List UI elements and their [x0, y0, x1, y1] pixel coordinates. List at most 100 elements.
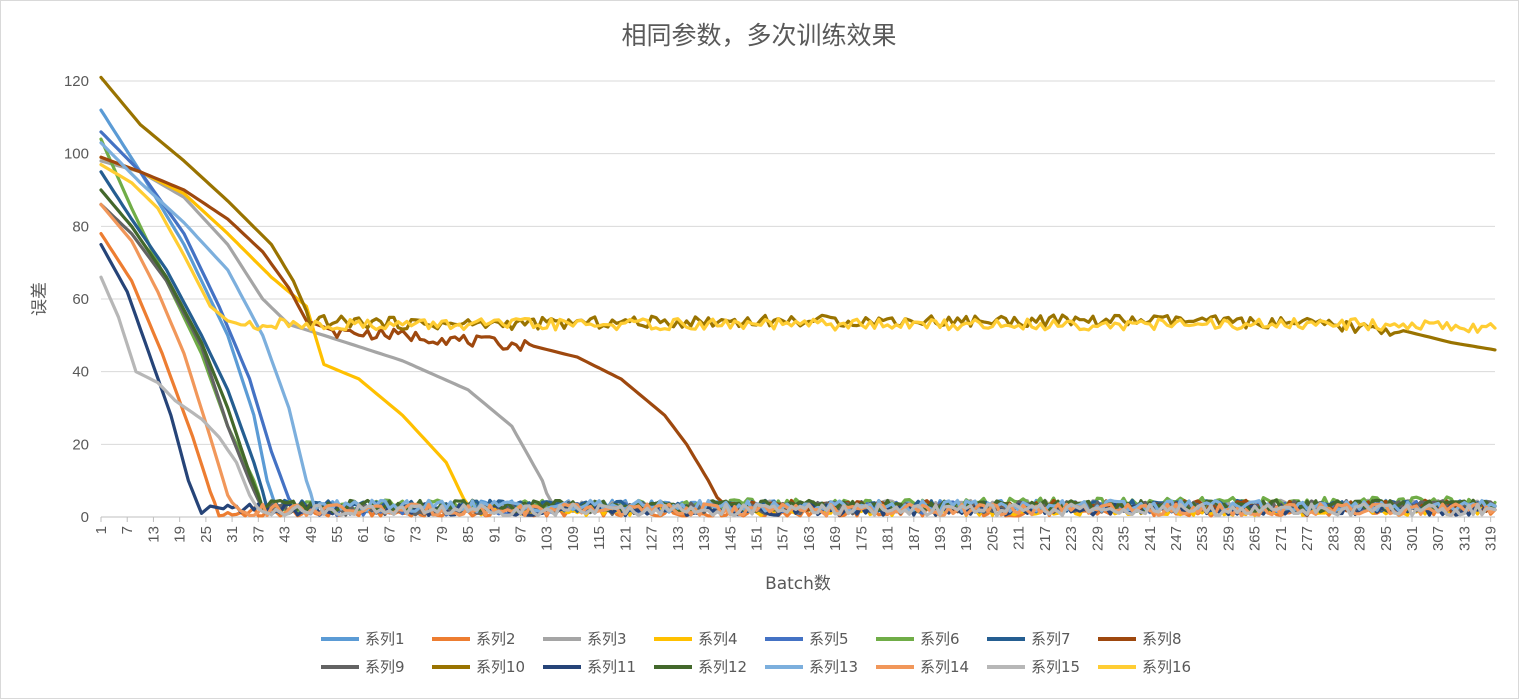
x-tick-label: 319	[1483, 526, 1500, 551]
x-tick-label: 313	[1456, 526, 1473, 551]
y-tick-label: 100	[64, 146, 89, 163]
legend-label: 系列13	[809, 658, 858, 676]
legend-label: 系列10	[476, 658, 525, 676]
series-line-12	[99, 188, 1497, 514]
legend-label: 系列8	[1142, 630, 1182, 648]
x-tick-label: 139	[696, 526, 713, 551]
legend-label: 系列14	[920, 658, 969, 676]
series-line-4	[99, 155, 1497, 518]
x-tick-label: 289	[1352, 526, 1369, 551]
series-line-3	[99, 159, 1497, 514]
legend-label: 系列4	[698, 630, 738, 648]
x-tick-label: 7	[119, 526, 136, 534]
x-tick-label: 145	[722, 526, 739, 551]
x-tick-label: 163	[801, 526, 818, 551]
x-tick-label: 307	[1430, 526, 1447, 551]
x-tick-label: 295	[1378, 526, 1395, 551]
legend-label: 系列3	[587, 630, 627, 648]
legend-label: 系列12	[698, 658, 747, 676]
x-tick-label: 19	[172, 526, 189, 543]
legend-label: 系列5	[809, 630, 849, 648]
x-tick-label: 211	[1011, 526, 1028, 550]
x-tick-label: 85	[460, 526, 477, 543]
series-line-7	[99, 170, 1497, 514]
x-tick-label: 157	[775, 526, 792, 551]
x-tick-label: 13	[145, 526, 162, 543]
gridlines	[101, 80, 1495, 518]
chart-title: 相同参数，多次训练效果	[621, 21, 896, 50]
y-axis-ticks: 0 20 40 60 80 100 120	[64, 73, 89, 526]
x-tick-label: 49	[303, 526, 320, 543]
x-tick-label: 247	[1168, 526, 1185, 551]
legend: 系列1 系列2 系列3 系列4 系列5 系列6 系列7 系列8 系列9 系列10 系列11 系列12 系…	[321, 630, 1191, 676]
x-tick-label: 229	[1089, 526, 1106, 551]
legend-label: 系列7	[1031, 630, 1071, 648]
x-tick-label: 187	[906, 526, 923, 551]
y-tick-label: 60	[72, 291, 89, 308]
legend-label: 系列2	[476, 630, 516, 648]
series-line-8	[99, 155, 1497, 514]
x-tick-label: 175	[853, 526, 870, 551]
x-axis-ticks: 1 7 13 19 25 31 37 43 49 55 61 67 73 79 85 91 97 103 109 11…	[93, 517, 1500, 551]
y-tick-label: 20	[72, 436, 89, 453]
legend-label: 系列1	[365, 630, 405, 648]
legend-label: 系列6	[920, 630, 960, 648]
series-line-10	[99, 75, 1497, 352]
x-tick-label: 217	[1037, 526, 1054, 551]
x-tick-label: 265	[1247, 526, 1264, 551]
series-line-1	[99, 108, 1497, 514]
series-line-16	[99, 163, 1497, 334]
x-tick-label: 169	[827, 526, 844, 551]
x-tick-label: 235	[1116, 526, 1133, 551]
x-tick-label: 91	[486, 526, 503, 543]
legend-label: 系列11	[587, 658, 636, 676]
x-tick-label: 271	[1273, 526, 1290, 551]
x-tick-label: 67	[381, 526, 398, 543]
x-tick-label: 253	[1194, 526, 1211, 551]
x-tick-label: 223	[1063, 526, 1080, 551]
x-tick-label: 97	[513, 526, 530, 543]
legend-label: 系列15	[1031, 658, 1080, 676]
legend-label: 系列16	[1142, 658, 1191, 676]
x-tick-label: 283	[1325, 526, 1342, 551]
series-line-15	[99, 275, 1497, 518]
x-tick-label: 25	[198, 526, 215, 543]
x-tick-label: 31	[224, 526, 241, 543]
x-tick-label: 1	[93, 526, 110, 534]
y-tick-label: 80	[72, 218, 89, 235]
x-tick-label: 181	[880, 526, 897, 551]
x-tick-label: 55	[329, 526, 346, 543]
x-tick-label: 73	[408, 526, 425, 543]
series-line-9	[99, 202, 1497, 517]
x-axis-label: Batch数	[765, 574, 831, 594]
y-tick-label: 0	[81, 509, 89, 526]
y-tick-label: 120	[64, 73, 89, 90]
x-tick-label: 79	[434, 526, 451, 543]
series-line-2	[99, 232, 1497, 518]
series-line-14	[99, 202, 1497, 518]
x-tick-label: 37	[250, 526, 267, 543]
x-tick-label: 199	[958, 526, 975, 551]
x-tick-label: 133	[670, 526, 687, 551]
series-lines	[99, 75, 1497, 518]
x-tick-label: 205	[984, 526, 1001, 551]
x-tick-label: 127	[644, 526, 661, 551]
x-tick-label: 115	[591, 526, 608, 550]
series-line-11	[99, 242, 1497, 518]
x-tick-label: 241	[1142, 526, 1159, 551]
x-tick-label: 43	[277, 526, 294, 543]
y-axis-label: 误差	[30, 282, 50, 316]
x-tick-label: 277	[1299, 526, 1316, 551]
x-tick-label: 121	[617, 526, 634, 551]
x-tick-label: 103	[539, 526, 556, 551]
x-tick-label: 301	[1404, 526, 1421, 551]
x-tick-label: 193	[932, 526, 949, 551]
y-tick-label: 40	[72, 364, 89, 381]
x-tick-label: 109	[565, 526, 582, 551]
x-tick-label: 259	[1220, 526, 1237, 551]
legend-label: 系列9	[365, 658, 405, 676]
x-tick-label: 61	[355, 526, 372, 543]
x-tick-label: 151	[748, 526, 765, 551]
